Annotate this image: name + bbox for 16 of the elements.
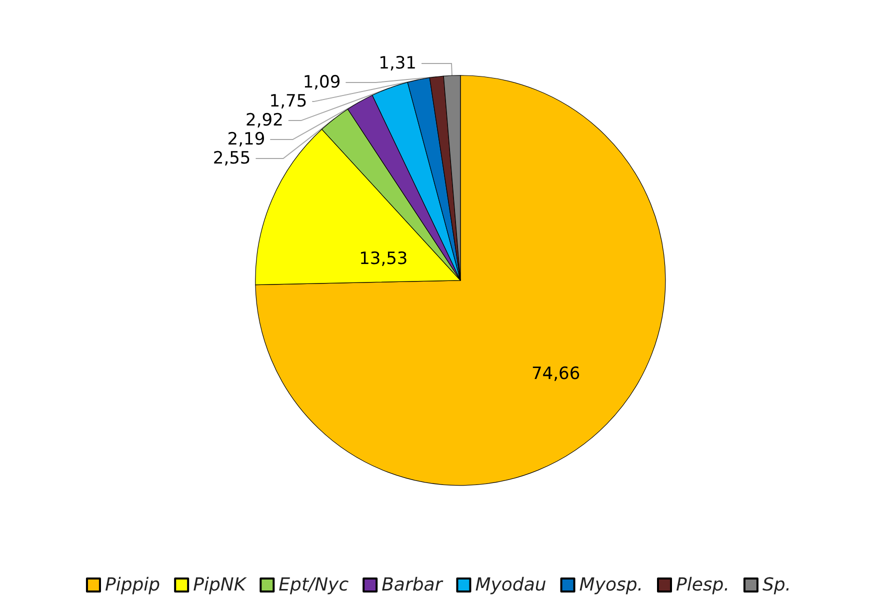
legend-label: Myodau <box>475 574 546 596</box>
legend-label: Ept/Nyc <box>278 574 349 596</box>
data-label: 13,53 <box>359 248 408 269</box>
legend-label: Myosp. <box>579 574 644 596</box>
legend-label: PipNK <box>193 574 247 596</box>
data-label: 74,66 <box>531 364 580 384</box>
legend-label: Pippip <box>104 574 160 596</box>
legend-label: Sp. <box>762 574 792 596</box>
data-label: 1,09 <box>302 72 341 93</box>
data-label: 2,19 <box>227 130 266 150</box>
data-label: 2,55 <box>212 148 251 169</box>
data-label: 1,75 <box>269 92 308 112</box>
data-label: 2,92 <box>246 110 284 131</box>
legend-label: Plesp. <box>676 574 730 596</box>
data-label: 1,31 <box>378 54 416 74</box>
legend-label: Barbar <box>382 574 444 596</box>
